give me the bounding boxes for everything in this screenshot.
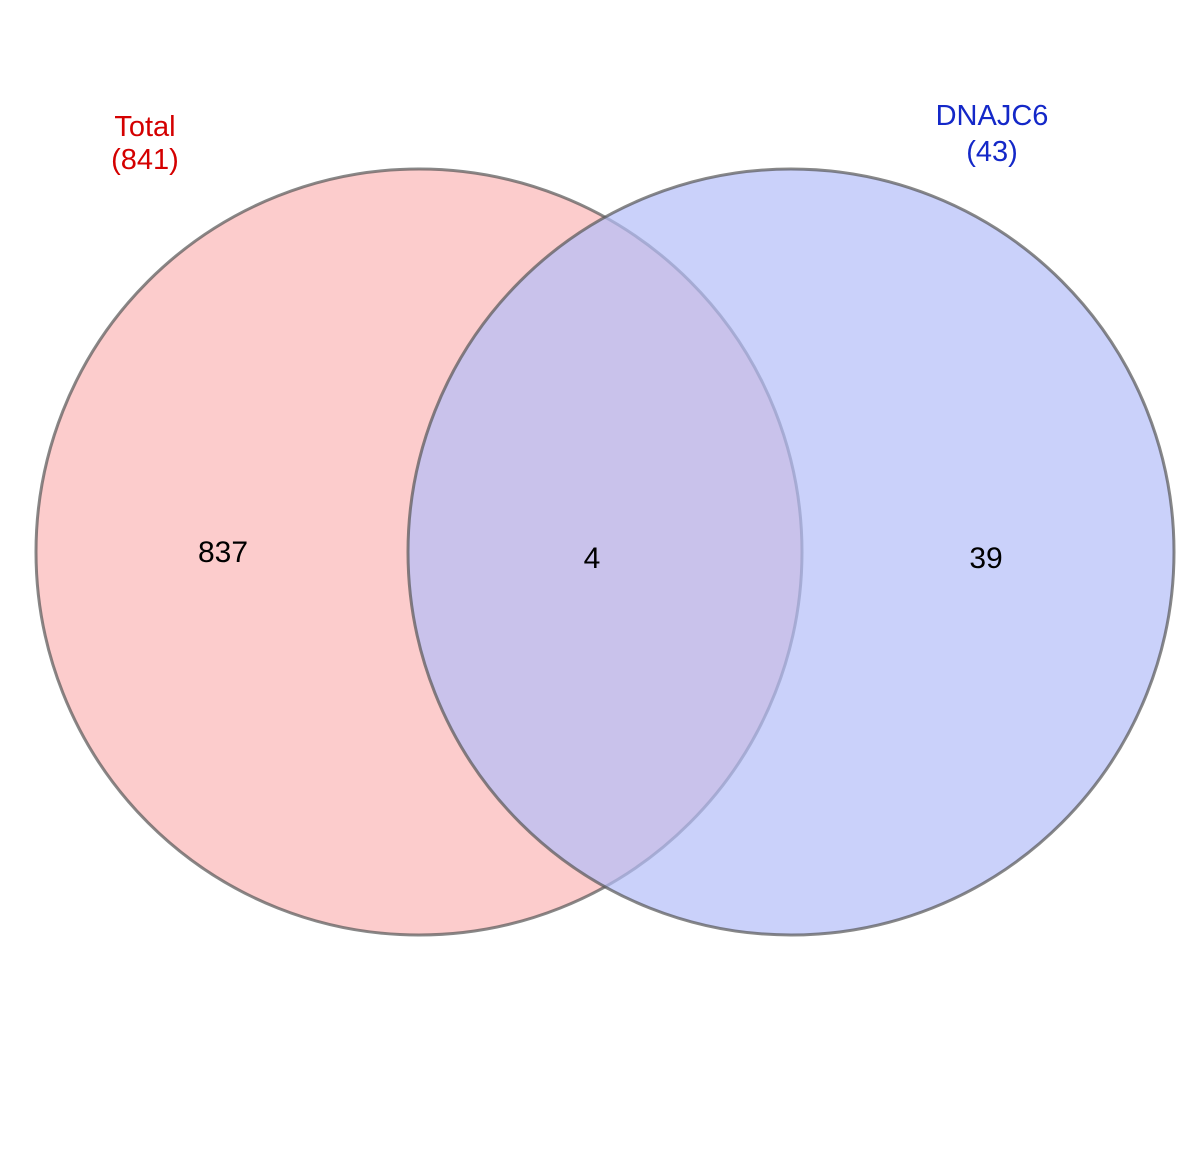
set-circle-dnajc6 [406,167,1176,937]
region-count-intersection: 4 [584,542,601,575]
set-count-total: (841) [111,144,179,176]
region-count-dnajc6-only: 39 [969,542,1002,575]
set-label-total: Total [114,111,175,143]
set-label-dnajc6: DNAJC6 [936,100,1049,132]
set-count-dnajc6: (43) [966,136,1018,168]
region-count-total-only: 837 [198,536,248,569]
